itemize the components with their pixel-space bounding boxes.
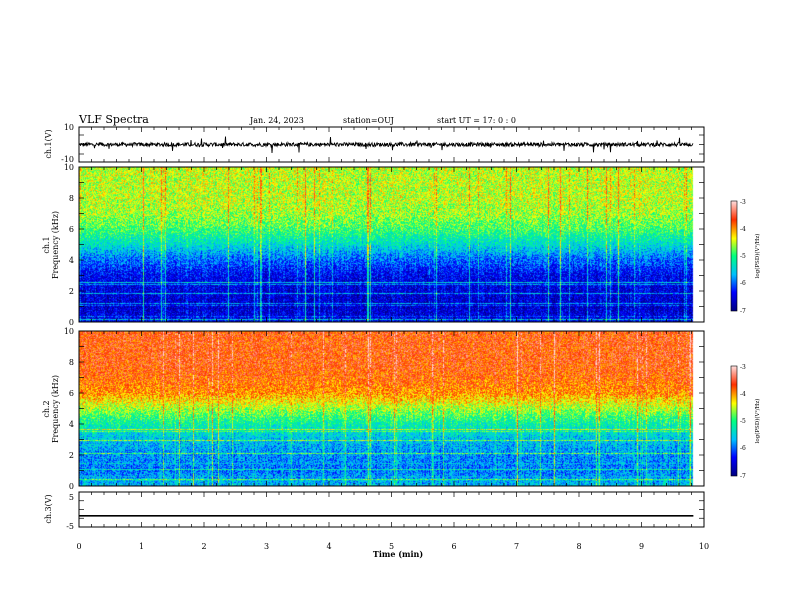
ch3-waveform-ylabel: ch.3(V): [44, 494, 53, 523]
time-axis-tick-label: 10: [699, 542, 709, 551]
ch2-spectrogram-image: [79, 331, 704, 486]
ch2-spectrogram-ytick-label: 10: [64, 327, 74, 336]
ch2-spectrogram-ytick-label: 6: [69, 389, 74, 398]
ch1-waveform-ylabel: ch.1(V): [44, 129, 53, 158]
start-time-label: start UT = 17: 0 : 0: [437, 116, 516, 125]
ch1-spectrogram-image: [79, 167, 704, 322]
cb2-label: log(PSD)(V²/Hz): [754, 399, 761, 444]
date-label: Jan. 24, 2023: [249, 116, 304, 125]
ch1-spectrogram-ticks: [78, 166, 705, 323]
time-axis-tick-label: 4: [326, 542, 331, 551]
ch1-spectrogram-ytick-label: 6: [69, 225, 74, 234]
ch1-spectrogram-panel: ch.1 Frequency (kHz) -3 -4 -5 -6 -7 log(…: [42, 166, 761, 323]
time-axis-tick-label: 5: [389, 542, 394, 551]
ch2-spectrogram-ytick-label: 8: [69, 358, 74, 367]
ch3-waveform-frame: [78, 491, 705, 528]
cb2-tick-m6: -6: [740, 445, 746, 452]
cb1-tick-m5: -5: [740, 253, 746, 260]
time-axis-tick-label: 7: [514, 542, 519, 551]
ch1-spectrogram-ytick-label: 2: [69, 287, 74, 296]
time-axis-tick-label: 2: [201, 542, 206, 551]
ch1-waveform-ticks: [78, 127, 705, 162]
cb2-tick-m4: -4: [740, 391, 746, 398]
time-axis-tick-label: 0: [76, 542, 81, 551]
time-axis-tick-label: 3: [264, 542, 269, 551]
cb1-label: log(PSD)(V²/Hz): [754, 234, 761, 279]
time-axis-ticklabels: 0 1 2 3 4 5 6 7 8 9 10: [76, 542, 709, 551]
cb1-tick-m7: -7: [740, 308, 746, 315]
ch3-waveform-ticks: [78, 491, 705, 528]
ch1-waveform-trace: [78, 136, 694, 154]
time-axis-tick-label: 9: [639, 542, 644, 551]
ch2-spectrogram-ylabel: Frequency (kHz): [51, 375, 60, 443]
ch3-ytick-top: 5: [69, 493, 74, 502]
cb1-tick-m6: -6: [740, 280, 746, 287]
ch1-waveform-panel: 10 -10 ch.1(V): [44, 123, 705, 164]
time-axis-tick-label: 1: [139, 542, 144, 551]
ch2-spectrogram-ytick-label: 4: [69, 420, 74, 429]
ch3-waveform-panel: 5 -5 ch.3(V): [44, 491, 705, 531]
cb2-tick-m7: -7: [740, 473, 746, 480]
cb1-tick-m3: -3: [740, 199, 746, 206]
ch1-spectrogram-ytick-label: 8: [69, 194, 74, 203]
ch1-colorbar: [730, 200, 738, 312]
cb1-tick-m4: -4: [740, 226, 746, 233]
ch2-spectrogram-ytick-label: 2: [69, 451, 74, 460]
time-axis-tick-label: 8: [576, 542, 581, 551]
ch3-ytick-bottom: -5: [66, 522, 74, 531]
ch1-spectrogram-ytick-label: 10: [64, 163, 74, 172]
ch1-ytick-bottom: -10: [61, 155, 74, 164]
ch1-spectrogram-channel-label: ch.1: [42, 236, 51, 253]
ch2-spectrogram-ytick-label: 0: [69, 482, 74, 491]
ch1-ytick-top: 10: [64, 123, 74, 132]
station-label: station=OUJ: [343, 116, 394, 125]
ch2-spectrogram-ticks: [78, 330, 705, 487]
cb2-tick-m3: -3: [740, 364, 746, 371]
ch2-spectrogram-panel: ch.2 Frequency (kHz) -3 -4 -5 -6 -7 log(…: [42, 330, 761, 487]
time-axis-label: Time (min): [373, 549, 423, 559]
ch1-spectrogram-ytick-label: 4: [69, 256, 74, 265]
cb2-tick-m5: -5: [740, 418, 746, 425]
ch2-spectrogram-channel-label: ch.2: [42, 400, 51, 417]
ch1-spectrogram-ylabel: Frequency (kHz): [51, 211, 60, 279]
ch1-spectrogram-ytick-label: 0: [69, 318, 74, 327]
time-axis-tick-label: 6: [451, 542, 456, 551]
figure-title: VLF Spectra: [78, 113, 149, 126]
ch2-colorbar: [730, 365, 738, 477]
